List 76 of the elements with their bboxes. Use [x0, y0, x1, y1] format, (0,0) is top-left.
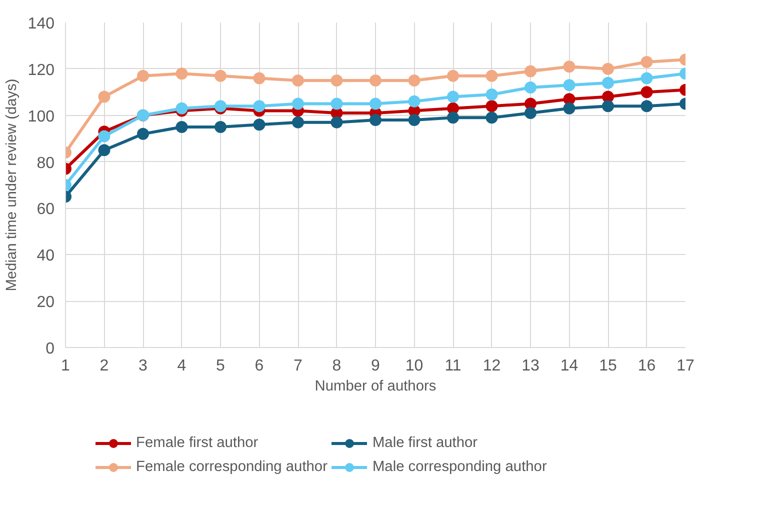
point [486, 88, 498, 100]
point [370, 98, 382, 110]
x-tick-label: 2 [100, 358, 109, 374]
legend-label: Male first author [372, 435, 478, 451]
y-tick-label: 120 [28, 62, 55, 79]
point [408, 95, 420, 108]
point [330, 116, 343, 128]
x-tick-label: 6 [254, 358, 264, 374]
x-tick-label: 9 [371, 358, 380, 374]
x-tick-label: 4 [177, 358, 186, 374]
point [563, 102, 576, 114]
point [447, 112, 459, 124]
x-tick-label: 16 [638, 358, 656, 374]
point [98, 144, 110, 156]
x-tick-label: 10 [405, 358, 424, 374]
point [370, 114, 382, 126]
point [602, 76, 614, 89]
point [292, 116, 304, 128]
legend-label: Male corresponding author [372, 459, 547, 475]
point [447, 70, 459, 82]
x-tick-label: 17 [676, 358, 694, 374]
x-axis-title: Number of authors [314, 378, 436, 394]
point [330, 74, 343, 87]
point [486, 70, 498, 82]
point [98, 130, 110, 142]
point [640, 86, 653, 98]
point [524, 65, 536, 78]
x-tick-label: 1 [61, 358, 70, 374]
x-tick-label: 13 [522, 358, 540, 374]
point [563, 60, 576, 73]
x-tick-label: 14 [560, 358, 578, 374]
point [137, 128, 149, 140]
y-tick-label: 100 [28, 108, 55, 126]
point [214, 120, 226, 133]
y-tick-label: 60 [36, 201, 55, 218]
y-tick-label: 20 [36, 294, 55, 312]
point [602, 100, 614, 112]
point [253, 118, 266, 131]
point [486, 112, 498, 124]
point [176, 102, 188, 114]
legend-label: Female first author [136, 435, 258, 451]
point [370, 74, 382, 87]
point [524, 82, 536, 94]
point [524, 107, 536, 120]
point [408, 74, 420, 87]
point [640, 100, 653, 112]
point [176, 68, 188, 80]
x-tick-label: 5 [216, 358, 226, 374]
point [253, 100, 266, 112]
point [447, 90, 459, 103]
x-tick-label: 12 [482, 358, 501, 374]
point [640, 72, 653, 84]
x-tick-label: 11 [444, 358, 462, 374]
point [640, 56, 653, 68]
legend-label: Female corresponding author [136, 459, 328, 475]
point [214, 70, 226, 82]
y-tick-label: 40 [36, 248, 55, 265]
point [330, 98, 343, 110]
point [292, 74, 304, 87]
point [137, 70, 149, 82]
point [563, 79, 576, 92]
y-tick-label: 140 [28, 16, 55, 32]
point [602, 62, 614, 75]
y-tick-label: 80 [36, 154, 55, 172]
y-tick-label: 0 [46, 340, 55, 358]
point [292, 98, 304, 110]
point [486, 100, 498, 112]
point [98, 90, 110, 103]
x-tick-label: 3 [138, 358, 148, 374]
point [253, 72, 266, 84]
y-axis-title: Median time under review (days) [4, 78, 20, 292]
x-tick-label: 15 [599, 358, 617, 374]
point [408, 114, 420, 126]
x-tick-label: 8 [332, 358, 342, 374]
x-tick-label: 7 [294, 358, 303, 374]
point [176, 120, 188, 133]
